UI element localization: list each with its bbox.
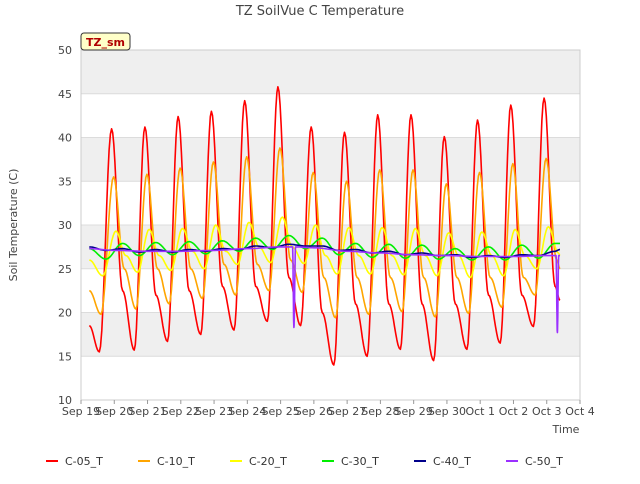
x-tick-label: Sep 27 [328,405,366,418]
x-tick-label: Sep 30 [428,405,466,418]
x-tick-label: Sep 29 [395,405,433,418]
series-line-c-20-t [89,216,561,279]
grid-band [81,50,580,94]
legend-item: C-50_T [506,455,563,468]
y-axis: 10 15 20 25 30 35 40 45 50 [58,44,72,407]
x-tick-label: Sep 26 [295,405,333,418]
series-line-c-05-t [88,86,561,366]
series-line-c-10-t [88,147,561,319]
y-tick-label: 40 [58,132,72,145]
legend-label: C-30_T [341,455,379,468]
y-tick-label: 25 [58,263,72,276]
plot-frame [80,49,581,401]
y-tick-label: 35 [58,175,72,188]
x-tick-label: Oct 2 [499,405,529,418]
grid-band [81,312,580,357]
x-tick-label: Sep 22 [162,405,200,418]
series-line-c-30-t [89,234,561,261]
y-tick-label: 20 [58,307,72,320]
grid-band [81,137,580,182]
plot-border [80,49,581,401]
legend-label: C-20_T [249,455,287,468]
legend-label: C-50_T [525,455,563,468]
y-tick-label: 50 [58,44,72,57]
grid-bands [81,49,580,401]
x-tick-label: Oct 1 [465,405,495,418]
legend-item: C-20_T [230,455,287,468]
series-lines [88,86,561,366]
x-tick-label: Sep 20 [95,405,133,418]
badge: TZ_sm [80,32,131,51]
x-tick-label: Oct 3 [532,405,562,418]
badge-box [80,32,131,51]
badge-label: TZ_sm [86,36,125,49]
legend-label: C-10_T [157,455,195,468]
series-line-c-50-t [89,246,561,334]
x-tick-label: Oct 4 [565,405,595,418]
x-tick-label: Sep 19 [62,405,100,418]
x-axis-label: Time [552,423,580,436]
x-tick-label: Sep 24 [228,405,266,418]
x-tick-label: Sep 23 [195,405,233,418]
y-axis-label: Soil Temperature (C) [7,169,20,282]
y-tick-label: 15 [58,350,72,363]
legend-item: C-10_T [138,455,195,468]
chart-title: TZ SoilVue C Temperature [235,4,404,19]
x-tick-label: Sep 21 [128,405,166,418]
legend-item: C-05_T [46,455,103,468]
legend-label: C-40_T [433,455,471,468]
legend-item: C-30_T [322,455,379,468]
legend-label: C-05_T [65,455,103,468]
x-tick-label: Sep 25 [261,405,299,418]
legend: C-05_T C-10_T C-20_T C-30_T C-40_T C-50_T [46,455,563,468]
y-tick-label: 10 [58,394,72,407]
y-tick-label: 30 [58,219,72,232]
legend-item: C-40_T [414,455,471,468]
x-tick-label: Sep 28 [361,405,399,418]
y-tick-label: 45 [58,88,72,101]
